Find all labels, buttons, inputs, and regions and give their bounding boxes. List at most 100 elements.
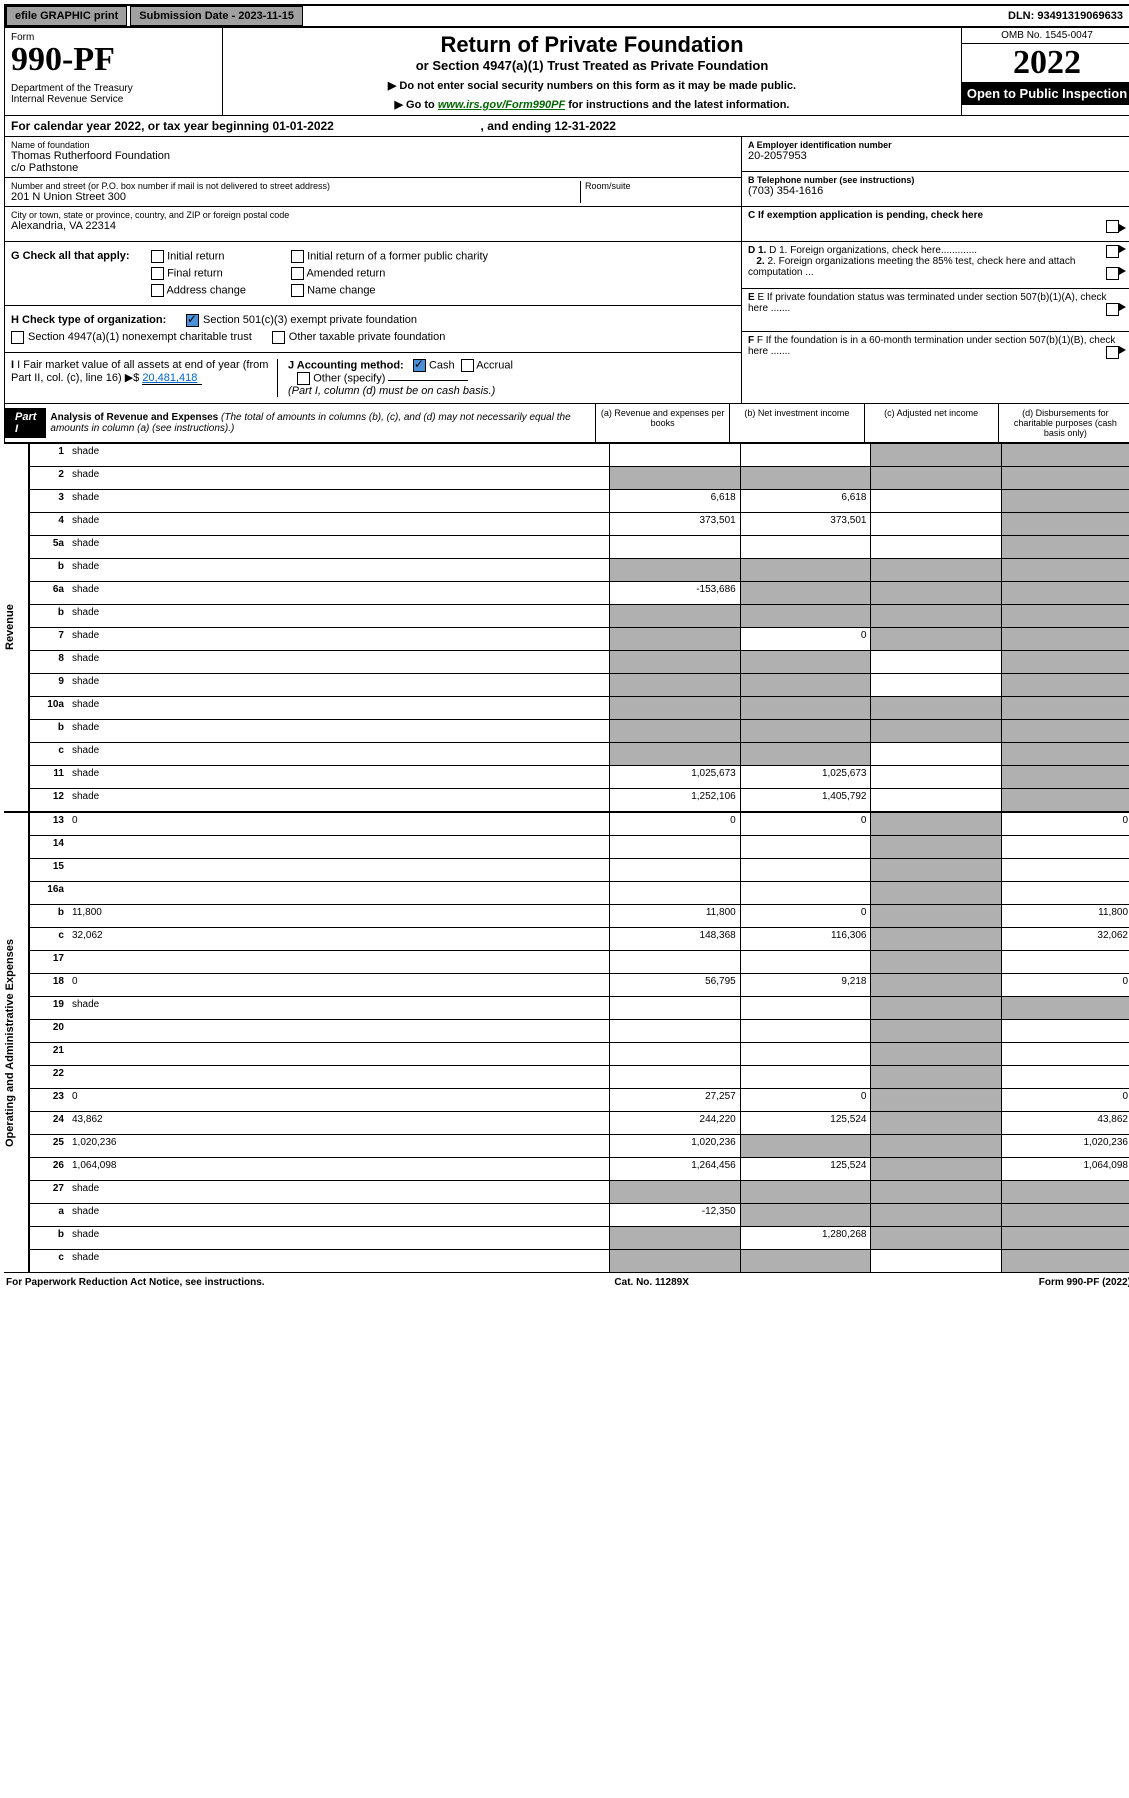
h3-checkbox[interactable] <box>272 331 285 344</box>
table-row: cshade <box>30 1250 1129 1273</box>
h1-checkbox[interactable] <box>186 314 199 327</box>
irs-link[interactable]: www.irs.gov/Form990PF <box>438 99 565 111</box>
final-checkbox[interactable] <box>151 267 164 280</box>
revenue-side-label: Revenue <box>4 443 29 812</box>
cell-shaded <box>871 1204 1002 1227</box>
table-row: bshade1,280,268 <box>30 1227 1129 1250</box>
table-row: 251,020,2361,020,2361,020,236 <box>30 1135 1129 1158</box>
line-description <box>68 951 609 974</box>
line-number: a <box>30 1204 68 1227</box>
i-value[interactable]: 20,481,418 <box>142 372 202 385</box>
c-checkbox[interactable] <box>1106 220 1119 233</box>
cell-value <box>871 766 1002 789</box>
f-checkbox[interactable] <box>1106 346 1119 359</box>
line-description <box>68 836 609 859</box>
cell-value: 0 <box>1002 974 1129 997</box>
d2-checkbox[interactable] <box>1106 267 1119 280</box>
cell-shaded <box>871 1227 1002 1250</box>
cell-value <box>1002 859 1129 882</box>
cell-shaded <box>740 1204 871 1227</box>
cell-shaded <box>1002 651 1129 674</box>
d1-label: D 1. Foreign organizations, check here..… <box>769 245 977 256</box>
page-title: Return of Private Foundation <box>227 32 957 58</box>
table-row: 6ashade-153,686 <box>30 582 1129 605</box>
e-checkbox[interactable] <box>1106 303 1119 316</box>
addr-change-checkbox[interactable] <box>151 284 164 297</box>
table-row: 2443,862244,220125,52443,862 <box>30 1112 1129 1135</box>
table-row: 16a <box>30 882 1129 905</box>
form-number: 990-PF <box>11 43 216 77</box>
cell-value: 116,306 <box>740 928 871 951</box>
cell-value <box>740 836 871 859</box>
col-d-header: (d) Disbursements for charitable purpose… <box>998 404 1129 442</box>
j-accrual-checkbox[interactable] <box>461 359 474 372</box>
cell-value: 0 <box>1002 1089 1129 1112</box>
d1-checkbox[interactable] <box>1106 245 1119 258</box>
table-row: 5ashade <box>30 536 1129 559</box>
cell-shaded <box>871 1089 1002 1112</box>
cell-value: 0 <box>740 1089 871 1112</box>
cell-value <box>740 997 871 1020</box>
line-description: shade <box>68 605 609 628</box>
cell-shaded <box>609 1227 740 1250</box>
cell-shaded <box>609 651 740 674</box>
efile-button[interactable]: efile GRAPHIC print <box>6 6 127 26</box>
cell-value <box>1002 1066 1129 1089</box>
cell-value <box>1002 951 1129 974</box>
line-number: 7 <box>30 628 68 651</box>
city-label: City or town, state or province, country… <box>11 210 735 220</box>
calendar-year-row: For calendar year 2022, or tax year begi… <box>4 116 1129 137</box>
cell-shaded <box>871 882 1002 905</box>
table-row: bshade <box>30 559 1129 582</box>
line-number: 12 <box>30 789 68 812</box>
cell-shaded <box>740 1181 871 1204</box>
check-section: G Check all that apply: Initial return I… <box>4 242 1129 404</box>
h2-checkbox[interactable] <box>11 331 24 344</box>
cell-shaded <box>609 1250 740 1273</box>
cell-value <box>740 859 871 882</box>
cell-shaded <box>1002 766 1129 789</box>
cell-shaded <box>1002 490 1129 513</box>
cell-shaded <box>740 651 871 674</box>
cell-value <box>609 1066 740 1089</box>
table-row: 261,064,0981,264,456125,5241,064,098 <box>30 1158 1129 1181</box>
cell-value <box>1002 1020 1129 1043</box>
amended-checkbox[interactable] <box>291 267 304 280</box>
cell-value: 43,862 <box>1002 1112 1129 1135</box>
j-cash-checkbox[interactable] <box>413 359 426 372</box>
table-row: 20 <box>30 1020 1129 1043</box>
cell-value <box>871 651 1002 674</box>
name-label: Name of foundation <box>11 140 735 150</box>
name-change-checkbox[interactable] <box>291 284 304 297</box>
initial-former-checkbox[interactable] <box>291 250 304 263</box>
table-row: 27shade <box>30 1181 1129 1204</box>
cell-value <box>871 1250 1002 1273</box>
part1-title: Analysis of Revenue and Expenses <box>50 412 218 423</box>
cell-value: 1,064,098 <box>1002 1158 1129 1181</box>
line-number: 19 <box>30 997 68 1020</box>
cell-shaded <box>1002 1204 1129 1227</box>
cell-value: 9,218 <box>740 974 871 997</box>
cell-value <box>1002 1043 1129 1066</box>
line-description <box>68 1043 609 1066</box>
cell-value <box>871 743 1002 766</box>
cell-shaded <box>609 559 740 582</box>
cell-value <box>871 789 1002 812</box>
table-row: 22 <box>30 1066 1129 1089</box>
g-label: G Check all that apply: <box>11 250 151 262</box>
initial-checkbox[interactable] <box>151 250 164 263</box>
foundation-name: Thomas Rutherfoord Foundation c/o Pathst… <box>11 150 735 174</box>
cell-value: 27,257 <box>609 1089 740 1112</box>
line-number: c <box>30 1250 68 1273</box>
cell-shaded <box>609 720 740 743</box>
table-row: 1shade <box>30 444 1129 467</box>
cell-shaded <box>1002 582 1129 605</box>
dln: DLN: 93491319069633 <box>1000 7 1129 25</box>
arrow-icon <box>1119 303 1126 311</box>
cell-value: 1,280,268 <box>740 1227 871 1250</box>
cell-value <box>740 882 871 905</box>
cell-shaded <box>871 605 1002 628</box>
j-other-checkbox[interactable] <box>297 372 310 385</box>
submission-date: Submission Date - 2023-11-15 <box>130 6 303 26</box>
ein-value: 20-2057953 <box>748 150 1126 162</box>
